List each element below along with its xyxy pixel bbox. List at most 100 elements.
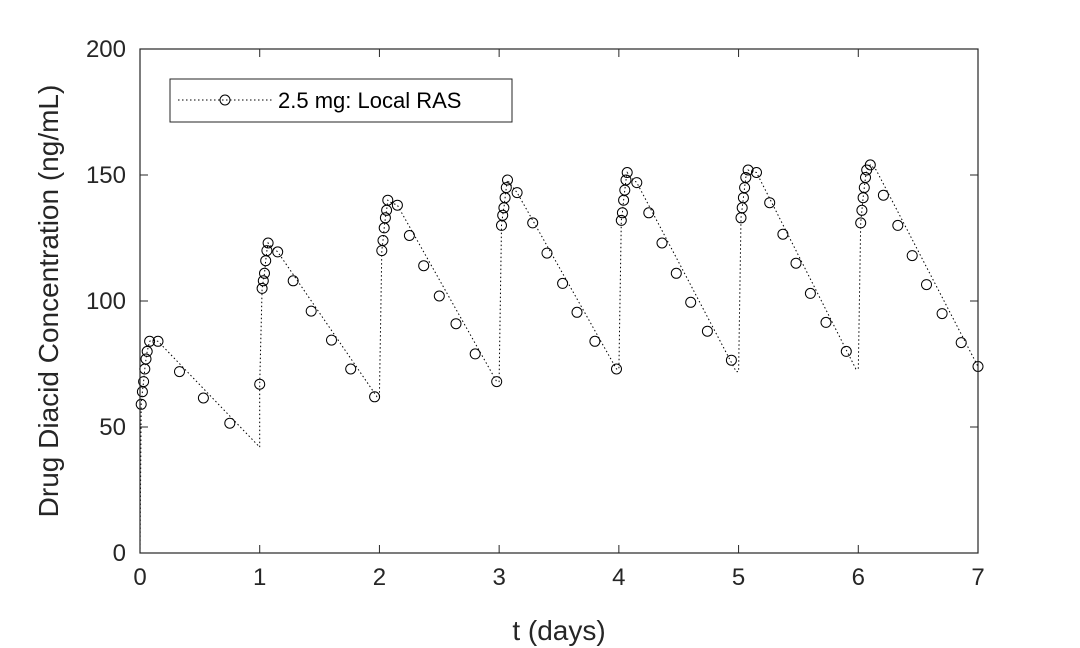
data-point	[140, 353, 152, 365]
data-point	[500, 182, 512, 194]
data-point	[144, 335, 156, 347]
data-point	[777, 228, 789, 240]
data-point	[892, 219, 904, 231]
data-point	[685, 296, 697, 308]
data-point	[643, 207, 655, 219]
data-point	[860, 172, 871, 183]
data-point	[589, 335, 601, 347]
data-point	[260, 255, 272, 267]
data-point	[391, 199, 403, 211]
data-point	[369, 391, 381, 403]
data-point	[725, 354, 737, 366]
data-point	[790, 257, 802, 269]
plot-frame	[139, 48, 979, 554]
data-point	[418, 260, 430, 272]
data-point	[382, 194, 394, 206]
x-tick-label: 0	[133, 564, 146, 591]
data-point	[377, 235, 389, 246]
data-point	[138, 376, 150, 388]
data-point	[224, 417, 236, 429]
data-point	[256, 282, 268, 294]
data-point	[469, 348, 481, 360]
data-point	[620, 174, 632, 186]
data-point	[740, 172, 752, 183]
data-point	[820, 316, 832, 328]
data-point	[764, 197, 776, 209]
x-tick-label: 6	[852, 564, 865, 591]
data-point	[840, 345, 852, 357]
data-point	[197, 392, 209, 404]
data-point	[611, 363, 622, 375]
data-point	[615, 214, 627, 226]
data-point	[864, 159, 876, 171]
data-point	[936, 308, 948, 320]
data-point	[571, 306, 583, 318]
data-point	[502, 174, 513, 186]
data-point	[527, 217, 539, 229]
data-point	[497, 209, 509, 221]
legend-marker	[219, 94, 231, 106]
x-tick-label: 2	[373, 564, 386, 591]
data-point	[541, 247, 553, 259]
data-point	[403, 230, 415, 241]
data-point	[670, 267, 682, 279]
data-point	[259, 267, 270, 279]
data-point	[326, 334, 337, 346]
x-tick-label: 1	[253, 564, 266, 591]
data-point	[511, 187, 523, 199]
data-point	[491, 376, 503, 388]
data-point	[656, 237, 668, 249]
data-point	[345, 363, 357, 375]
y-tick-label: 50	[99, 414, 126, 441]
data-point	[272, 246, 284, 258]
data-point	[305, 305, 317, 317]
data-point	[804, 287, 816, 299]
series-layer	[135, 159, 984, 554]
data-point	[739, 182, 751, 194]
data-point	[856, 204, 868, 216]
data-point	[141, 345, 153, 357]
x-tick-label: 3	[492, 564, 505, 591]
legend-series-label: 2.5 mg: Local RAS	[278, 88, 461, 113]
data-point	[287, 275, 299, 287]
y-tick-label: 0	[113, 540, 126, 567]
data-point	[751, 167, 762, 178]
data-point	[152, 335, 164, 347]
data-point	[921, 279, 932, 291]
x-tick-label: 4	[612, 564, 625, 591]
y-tick-label: 100	[86, 288, 126, 315]
data-point	[381, 204, 393, 216]
data-point	[174, 366, 185, 378]
data-point	[631, 177, 643, 189]
y-tick-label: 200	[86, 36, 126, 63]
data-point	[855, 217, 867, 229]
data-point	[857, 192, 869, 204]
data-point	[619, 184, 631, 196]
x-tick-label: 7	[971, 564, 984, 591]
data-point	[616, 207, 628, 219]
data-point	[742, 164, 754, 176]
data-point	[135, 398, 147, 410]
data-point	[498, 202, 510, 214]
data-point	[557, 277, 569, 289]
data-point	[379, 212, 391, 224]
data-point	[906, 250, 918, 262]
y-tick-label: 150	[86, 162, 126, 189]
data-point	[262, 237, 274, 249]
data-point	[955, 337, 967, 349]
data-point	[257, 275, 269, 287]
data-point	[450, 318, 462, 330]
y-axis-label: Drug Diacid Concentration (ng/mL)	[33, 85, 64, 518]
ticks-layer: 0 1 2 3 4 5 6 7 0 50 100 150 200	[86, 36, 985, 591]
data-point	[433, 290, 445, 302]
data-point	[254, 378, 266, 390]
data-point	[621, 167, 633, 178]
x-tick-label: 5	[732, 564, 745, 591]
legend: 2.5 mg: Local RAS	[169, 78, 513, 123]
x-axis-label: t (days)	[512, 615, 605, 646]
data-point	[701, 325, 713, 337]
data-point	[261, 245, 273, 257]
series-line	[139, 164, 979, 554]
